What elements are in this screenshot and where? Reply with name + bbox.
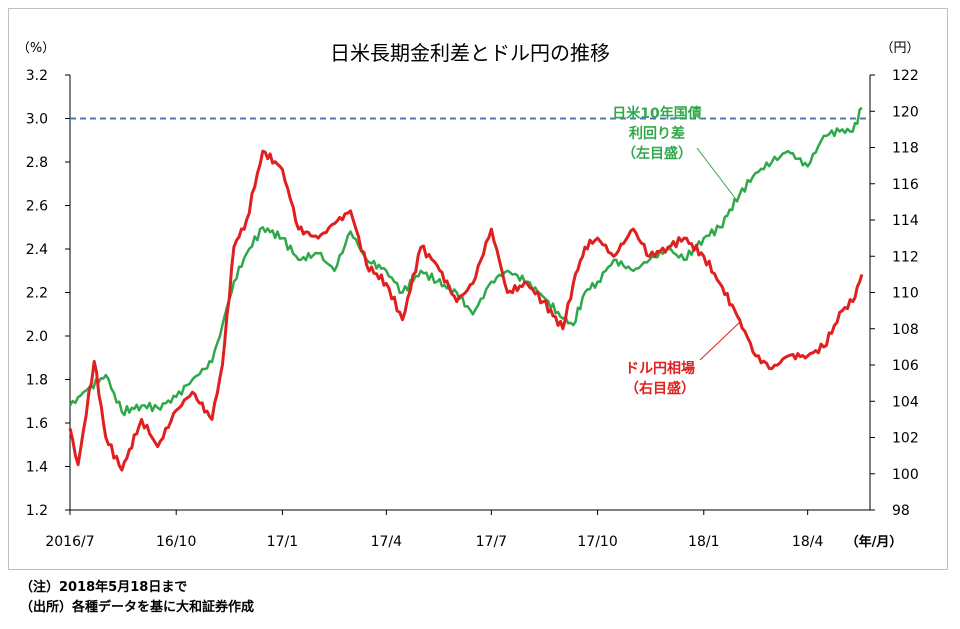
yield-spread-label: 利回り差 (629, 125, 685, 142)
right-axis-unit: （円） (880, 41, 919, 56)
yield-spread-line (68, 106, 863, 417)
right-tick-label: 112 (892, 249, 919, 265)
right-tick-label: 102 (892, 431, 919, 447)
right-tick-label: 104 (892, 394, 919, 410)
left-tick-label: 1.6 (26, 416, 48, 432)
right-tick-label: 116 (892, 177, 919, 193)
usdjpy-label: ドル円相場 (625, 360, 695, 377)
x-tick-label: 17/7 (476, 534, 507, 550)
right-tick-label: 108 (892, 322, 919, 338)
x-axis-unit: （年/月） (846, 534, 903, 550)
right-tick-label: 110 (892, 286, 919, 302)
left-tick-label: 1.8 (26, 373, 48, 389)
axes: 1.2 1.4 1.6 1.8 2.0 2.2 2.4 2.6 2.8 3.0 3.2 98 100 10… (26, 68, 919, 550)
right-tick-label: 114 (892, 213, 919, 229)
right-tick-label: 106 (892, 358, 919, 374)
x-tick-label: 2016/7 (45, 534, 94, 550)
left-tick-label: 1.2 (26, 503, 48, 519)
right-tick-label: 100 (892, 467, 919, 483)
x-tick-label: 18/4 (792, 534, 824, 550)
x-tick-label: 17/4 (371, 534, 403, 550)
x-tick-label: 17/10 (577, 534, 617, 550)
x-tick-label: 16/10 (156, 534, 196, 550)
x-tick-label: 17/1 (267, 534, 298, 550)
left-tick-label: 3.2 (26, 68, 48, 84)
left-tick-label: 3.0 (26, 112, 48, 128)
left-tick-label: 2.6 (26, 199, 48, 215)
left-tick-label: 2.2 (26, 286, 48, 302)
chart-title: 日米長期金利差とドル円の推移 (330, 41, 610, 65)
right-tick-label: 98 (892, 503, 910, 519)
right-tick-label: 122 (892, 68, 919, 84)
usdjpy-label: （右目盛） (625, 380, 695, 397)
left-tick-label: 2.8 (26, 155, 48, 171)
yield-spread-label: （左目盛） (622, 145, 692, 162)
note-source: （出所）各種データを基に大和証券作成 (20, 600, 255, 615)
chart-frame (8, 8, 948, 570)
left-tick-label: 1.4 (26, 460, 48, 476)
note-period: （注）2018年5月18日まで (20, 580, 188, 595)
yield-spread-label: 日米10年国債 (612, 105, 701, 122)
right-tick-label: 120 (892, 104, 919, 120)
left-tick-label: 2.0 (26, 329, 48, 345)
usdjpy-line (68, 149, 864, 472)
right-tick-label: 118 (892, 141, 919, 157)
left-axis-unit: （%） (17, 41, 55, 56)
yield-spread-leader (696, 147, 736, 199)
series-layer (68, 106, 864, 472)
footnotes: （注）2018年5月18日まで （出所）各種データを基に大和証券作成 (20, 578, 254, 618)
x-tick-label: 18/1 (688, 534, 719, 550)
usdjpy-leader (699, 321, 741, 361)
left-tick-label: 2.4 (26, 242, 48, 258)
